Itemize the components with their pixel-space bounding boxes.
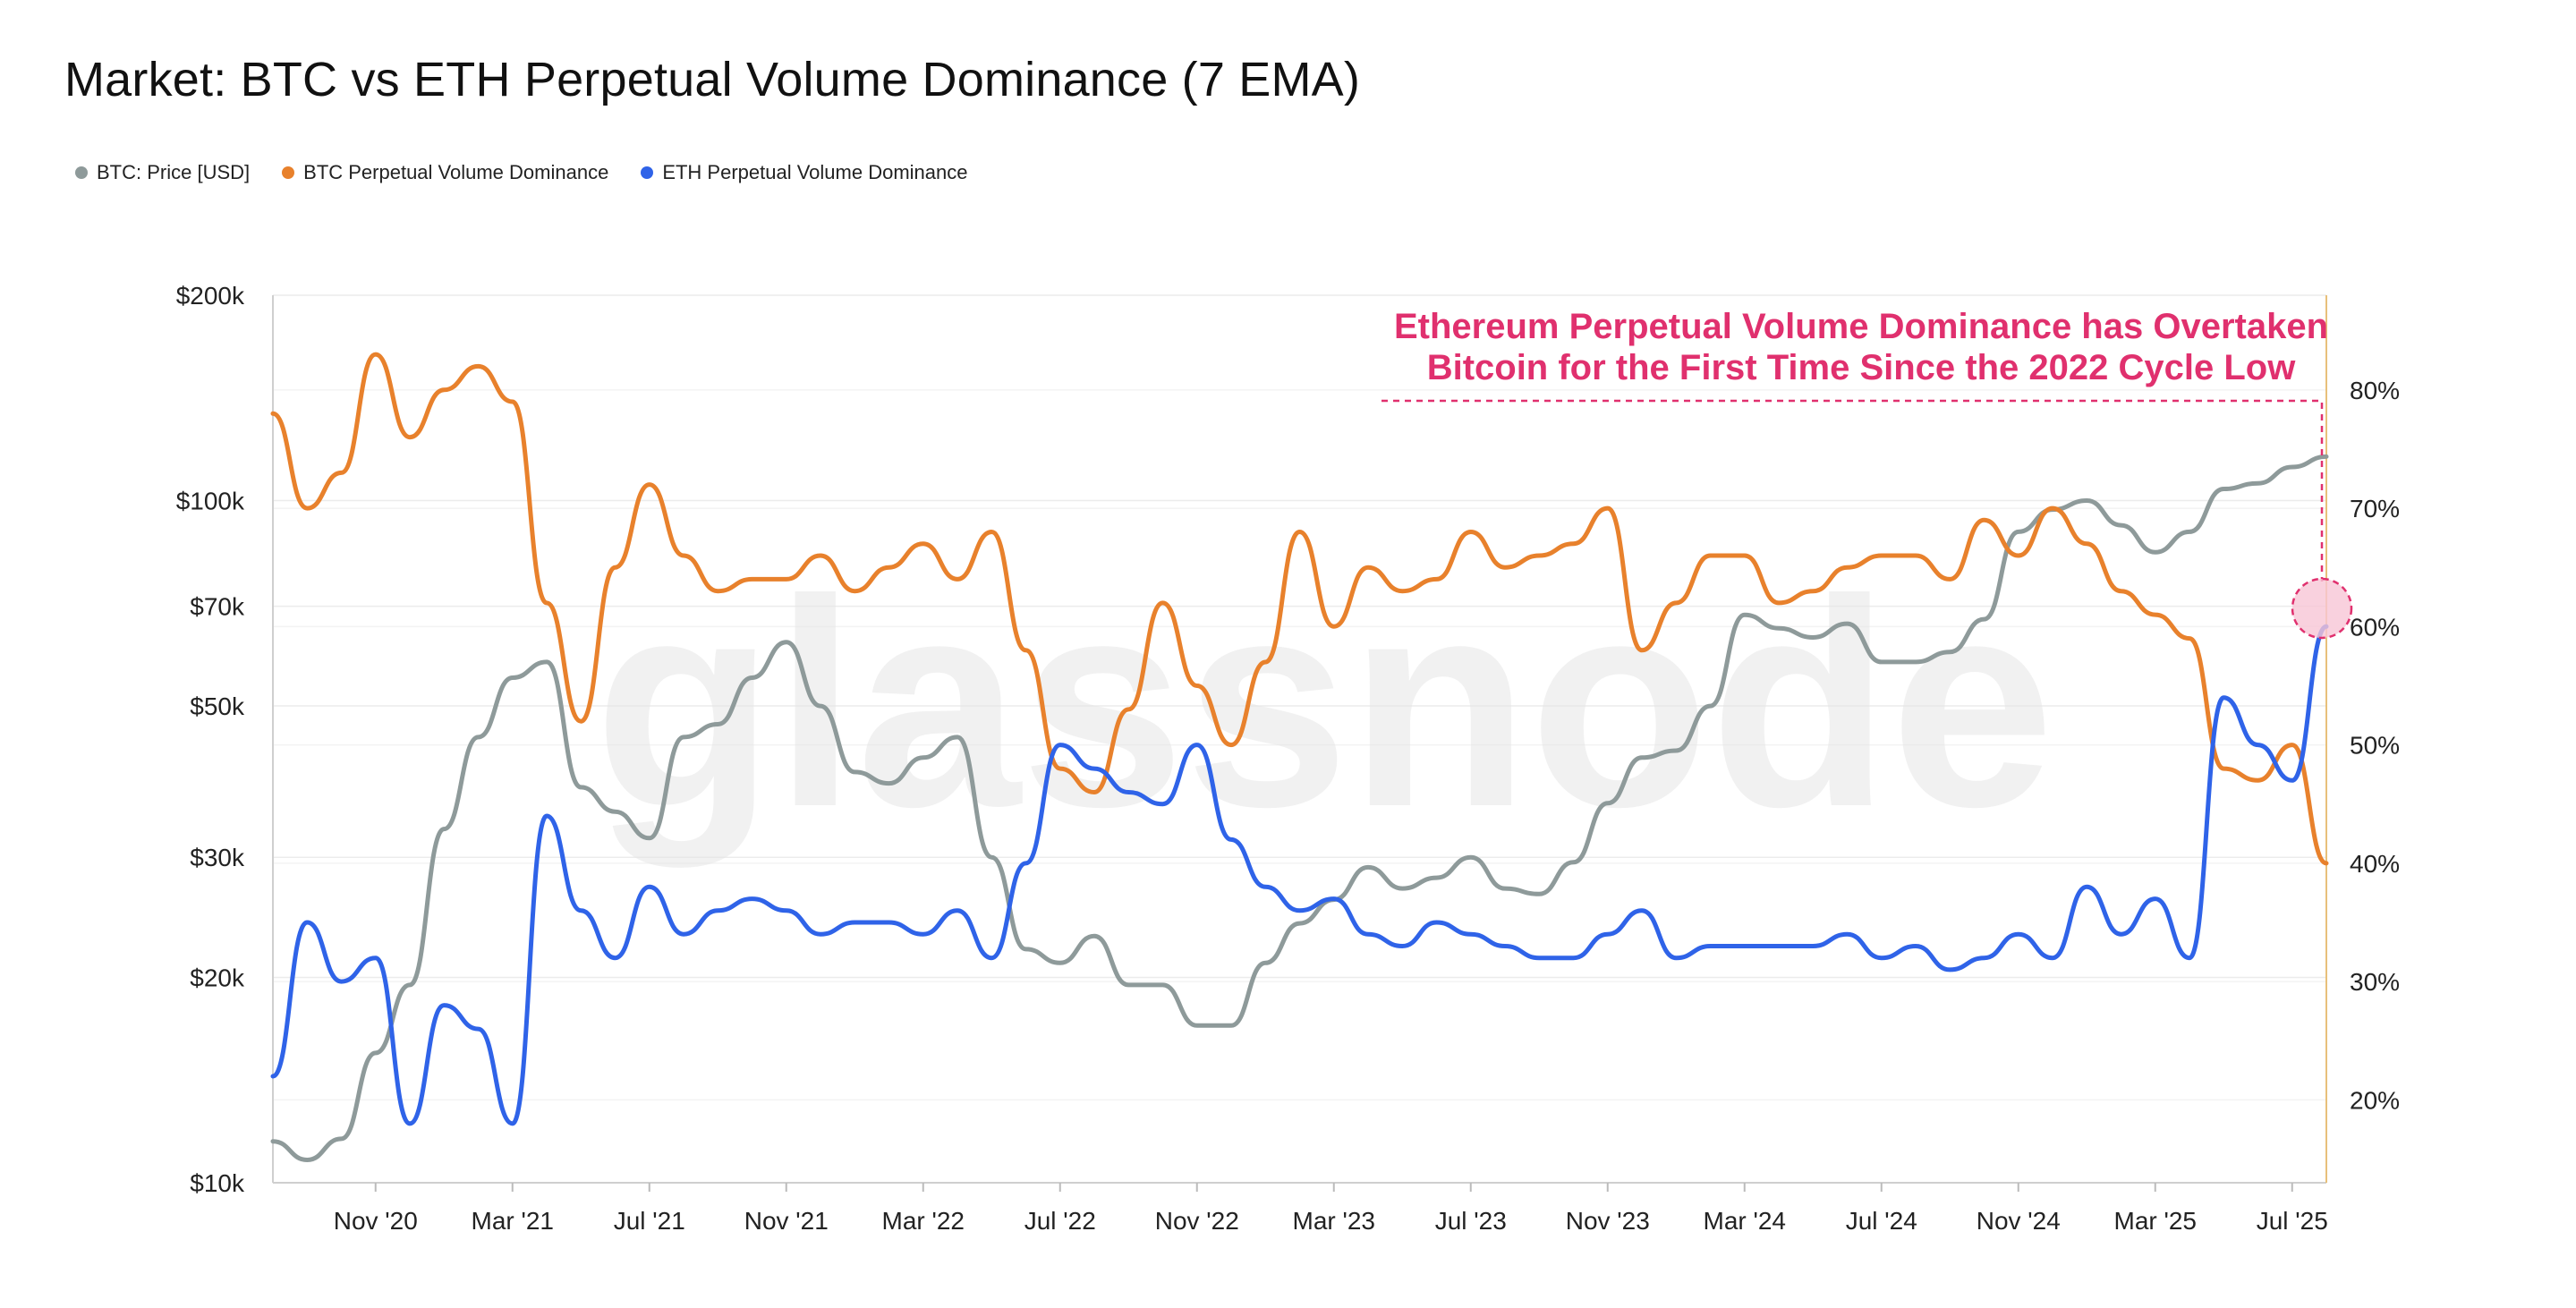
x-tick-label: Mar '24 — [1704, 1207, 1787, 1235]
x-tick-label: Jul '25 — [2257, 1207, 2328, 1235]
y-left-tick-label: $200k — [176, 282, 245, 310]
x-tick-label: Mar '25 — [2114, 1207, 2198, 1235]
y-left-tick-label: $50k — [190, 692, 245, 720]
x-tick-label: Jul '22 — [1024, 1207, 1096, 1235]
y-right-tick-label: 30% — [2350, 968, 2400, 996]
legend-dot-btc-dominance — [282, 166, 295, 179]
series-line-btc-price-usd — [270, 454, 2329, 1162]
y-right-tick-label: 40% — [2350, 850, 2400, 878]
legend-label-eth-dominance: ETH Perpetual Volume Dominance — [662, 161, 968, 183]
y-left-tick-label: $10k — [190, 1169, 245, 1197]
x-tick-label: Nov '22 — [1155, 1207, 1239, 1235]
x-tick-label: Nov '24 — [1977, 1207, 2061, 1235]
y-right-tick-label: 20% — [2350, 1086, 2400, 1114]
y-left-tick-label: $30k — [190, 844, 245, 871]
annotation: Ethereum Perpetual Volume Dominance has … — [1382, 307, 2353, 640]
y-right-tick-label: 80% — [2350, 377, 2400, 404]
annotation-highlight-circle — [2291, 577, 2353, 640]
legend-dot-eth-dominance — [641, 166, 654, 179]
x-tick-label: Jul '21 — [614, 1207, 685, 1235]
series-lines — [270, 352, 2329, 1162]
legend-item-eth-dominance[interactable]: ETH Perpetual Volume Dominance — [641, 161, 967, 184]
legend-dot-btc-price — [75, 166, 88, 179]
y-right-tick-label: 60% — [2350, 613, 2400, 641]
x-tick-label: Nov '21 — [744, 1207, 829, 1235]
y-right-tick-label: 70% — [2350, 495, 2400, 522]
x-tick-label: Jul '24 — [1846, 1207, 1917, 1235]
x-tick-label: Mar '23 — [1293, 1207, 1376, 1235]
chart-title: Market: BTC vs ETH Perpetual Volume Domi… — [64, 53, 1361, 106]
annotation-leader-line — [1382, 399, 2324, 582]
y-left-tick-label: $20k — [190, 964, 245, 991]
x-tick-label: Mar '22 — [882, 1207, 965, 1235]
annotation-line-2: Bitcoin for the First Time Since the 202… — [1427, 348, 2297, 387]
legend: BTC: Price [USD] BTC Perpetual Volume Do… — [75, 161, 967, 184]
x-tick-label: Mar '21 — [472, 1207, 555, 1235]
legend-item-btc-price[interactable]: BTC: Price [USD] — [75, 161, 250, 184]
x-tick-label: Jul '23 — [1435, 1207, 1507, 1235]
annotation-line-1: Ethereum Perpetual Volume Dominance has … — [1394, 307, 2328, 346]
y-left-tick-label: $70k — [190, 593, 245, 621]
legend-label-btc-price: BTC: Price [USD] — [97, 161, 251, 183]
x-tick-label: Nov '20 — [334, 1207, 418, 1235]
x-tick-label: Nov '23 — [1566, 1207, 1650, 1235]
y-right-tick-label: 50% — [2350, 732, 2400, 760]
y-left-tick-label: $100k — [176, 488, 245, 515]
axes: $10k $20k $30k $50k $70k $100k $200k 20% 30% 40% 5… — [176, 282, 2400, 1235]
legend-label-btc-dominance: BTC Perpetual Volume Dominance — [303, 161, 609, 183]
legend-item-btc-dominance[interactable]: BTC Perpetual Volume Dominance — [282, 161, 608, 184]
